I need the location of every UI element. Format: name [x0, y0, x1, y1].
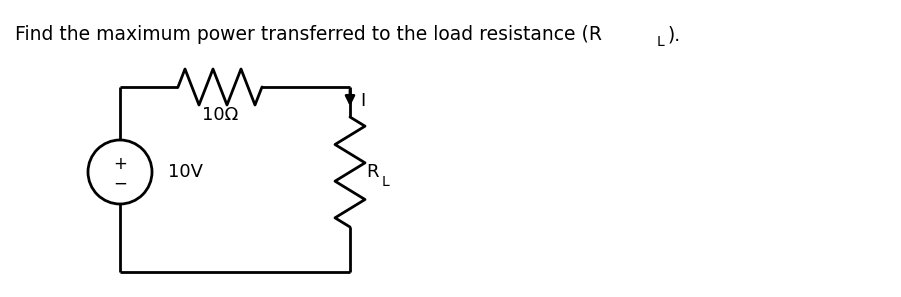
- Text: Find the maximum power transferred to the load resistance (R: Find the maximum power transferred to th…: [15, 26, 602, 45]
- Text: 10Ω: 10Ω: [202, 106, 238, 124]
- Text: −: −: [113, 175, 127, 193]
- Text: L: L: [382, 175, 390, 189]
- Text: R: R: [366, 163, 378, 181]
- Text: ).: ).: [668, 26, 681, 45]
- Text: 10V: 10V: [168, 163, 203, 181]
- Text: I: I: [360, 92, 365, 110]
- Text: L: L: [657, 35, 664, 49]
- Text: +: +: [113, 155, 127, 173]
